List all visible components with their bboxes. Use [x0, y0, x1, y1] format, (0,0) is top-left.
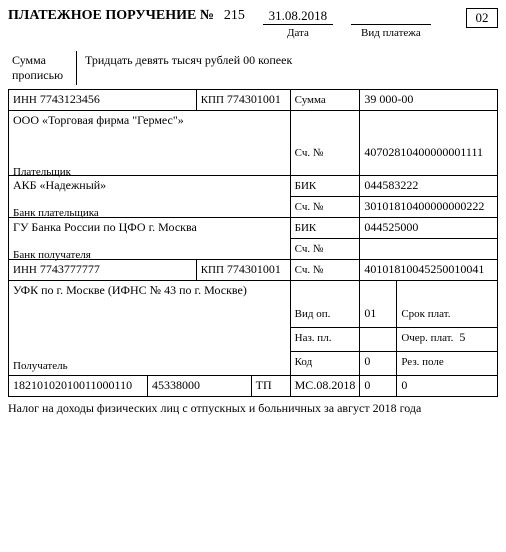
nazpl-label: Наз. пл.	[295, 332, 332, 344]
payer-inn: 7743123456	[40, 92, 100, 106]
payer-bank-bik: 044583222	[360, 176, 498, 197]
vidop: 01	[360, 304, 397, 327]
recip-name: УФК по г. Москве (ИФНС № 43 по г. Москве…	[13, 283, 247, 297]
payer-name: ООО «Торговая фирма "Гермес"»	[13, 113, 184, 127]
payer-bank-section-label: Банк плательщика	[13, 207, 286, 219]
recip-kpp: 774301001	[227, 262, 281, 276]
recip-bank-bik-label: БИК	[295, 222, 317, 234]
payment-purpose: Налог на доходы физических лиц с отпускн…	[8, 401, 498, 416]
sum-words-value: Тридцать девять тысяч рублей 00 копеек	[77, 51, 498, 85]
oktmo: 45338000	[148, 376, 252, 397]
payer-inn-label: ИНН	[13, 94, 37, 106]
payer-sum-label: Сумма	[295, 94, 326, 106]
recip-bank-acct	[360, 239, 498, 260]
ocher-label: Очер. плат.	[401, 332, 453, 344]
date-label: Дата	[263, 27, 333, 39]
sum-words-label2: прописью	[12, 68, 63, 82]
srok-label: Срок плат.	[401, 308, 450, 320]
payer-kpp: 774301001	[227, 92, 281, 106]
payer-bank-acct: 30101810400000000222	[360, 197, 498, 218]
recip-acct-label: Сч. №	[295, 264, 324, 276]
doc-title: ПЛАТЕЖНОЕ ПОРУЧЕНИЕ №	[8, 8, 214, 24]
payer-kpp-label: КПП	[201, 94, 224, 106]
recip-bank-bik: 044525000	[360, 218, 498, 239]
doc-date: 31.08.2018	[263, 8, 333, 25]
payer-bank-acct-label: Сч. №	[295, 201, 324, 213]
docdate: 0	[397, 376, 498, 397]
sum-words-label1: Сумма	[12, 53, 46, 67]
recip-bank-name: ГУ Банка России по ЦФО г. Москва	[13, 220, 197, 234]
payer-section-label: Плательщик	[13, 166, 286, 178]
payer-bank-bik-label: БИК	[295, 180, 317, 192]
recip-inn: 7743777777	[40, 262, 100, 276]
recip-inn-label: ИНН	[13, 264, 37, 276]
payment-form-table: ИНН 7743123456 КПП 774301001 Сумма 39 00…	[8, 89, 498, 397]
payer-bank-name: АКБ «Надежный»	[13, 178, 106, 192]
sum-in-words-row: Сумма прописью Тридцать девять тысяч руб…	[8, 51, 498, 85]
document-header: ПЛАТЕЖНОЕ ПОРУЧЕНИЕ № 215 31.08.2018 Дат…	[8, 8, 498, 39]
kod: 0	[360, 351, 397, 375]
basis: ТП	[251, 376, 290, 397]
vidop-label: Вид оп.	[295, 308, 331, 320]
kbk: 18210102010011000110	[9, 376, 148, 397]
payer-sum: 39 000-00	[360, 90, 498, 111]
payer-acct: 40702810400000001111	[360, 143, 498, 176]
payer-acct-label: Сч. №	[295, 147, 324, 159]
docnum: 0	[360, 376, 397, 397]
recip-section-label: Получатель	[13, 360, 286, 372]
payment-type	[351, 8, 431, 25]
recip-kpp-label: КПП	[201, 264, 224, 276]
recip-acct: 40101810045250010041	[360, 260, 498, 281]
period: МС.08.2018	[290, 376, 360, 397]
status-code: 02	[466, 8, 498, 28]
ocher: 5	[459, 330, 465, 344]
rez-label: Рез. поле	[401, 356, 443, 368]
payment-type-label: Вид платежа	[351, 27, 431, 39]
kod-label: Код	[295, 356, 313, 368]
recip-bank-section-label: Банк получателя	[13, 249, 286, 261]
doc-number: 215	[224, 8, 245, 24]
recip-bank-acct-label: Сч. №	[295, 243, 324, 255]
